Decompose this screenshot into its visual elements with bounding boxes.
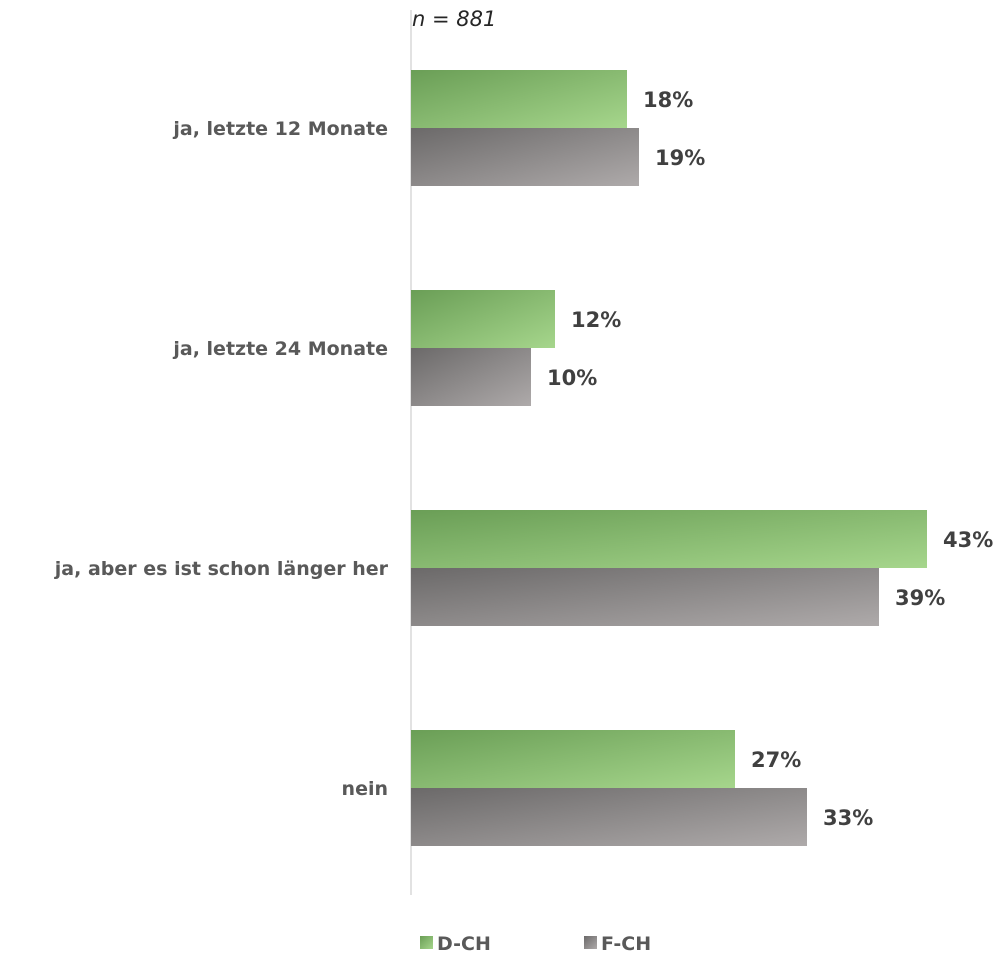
value-label-f-ch-ja-letzte-12-monate: 19% xyxy=(655,146,705,170)
bars-group: ja, letzte 12 Monate 18% 19% ja, letzte 24 … xyxy=(54,70,993,846)
bar-d-ch-ja-letzte-12-monate xyxy=(411,70,627,128)
value-label-f-ch-ja-letzte-24-monate: 10% xyxy=(547,366,597,390)
category-label-ja-letzte-12-monate: ja, letzte 12 Monate xyxy=(172,118,388,140)
category-label-ja-letzte-24-monate: ja, letzte 24 Monate xyxy=(172,338,388,360)
legend-label-f-ch: F-CH xyxy=(601,933,651,955)
bar-f-ch-nein xyxy=(411,788,807,846)
legend-label-d-ch: D-CH xyxy=(437,933,491,955)
value-label-f-ch-ja-aber-es-ist-schon-länger-her: 39% xyxy=(895,586,945,610)
bar-d-ch-ja-letzte-24-monate xyxy=(411,290,555,348)
legend: D-CH F-CH xyxy=(420,933,651,955)
value-label-f-ch-nein: 33% xyxy=(823,806,873,830)
category-label-nein: nein xyxy=(342,778,388,800)
legend-swatch-d-ch xyxy=(420,936,433,949)
sample-size-note: n = 881 xyxy=(412,7,496,31)
bar-f-ch-ja-letzte-12-monate xyxy=(411,128,639,186)
legend-swatch-f-ch xyxy=(584,936,597,949)
bar-f-ch-ja-aber-es-ist-schon-länger-her xyxy=(411,568,879,626)
value-label-d-ch-ja-aber-es-ist-schon-länger-her: 43% xyxy=(943,528,993,552)
value-label-d-ch-ja-letzte-12-monate: 18% xyxy=(643,88,693,112)
value-label-d-ch-ja-letzte-24-monate: 12% xyxy=(571,308,621,332)
bar-f-ch-ja-letzte-24-monate xyxy=(411,348,531,406)
category-label-ja-aber-es-ist-schon-länger-her: ja, aber es ist schon länger her xyxy=(54,558,389,580)
bar-d-ch-nein xyxy=(411,730,735,788)
bar-d-ch-ja-aber-es-ist-schon-länger-her xyxy=(411,510,927,568)
value-label-d-ch-nein: 27% xyxy=(751,748,801,772)
